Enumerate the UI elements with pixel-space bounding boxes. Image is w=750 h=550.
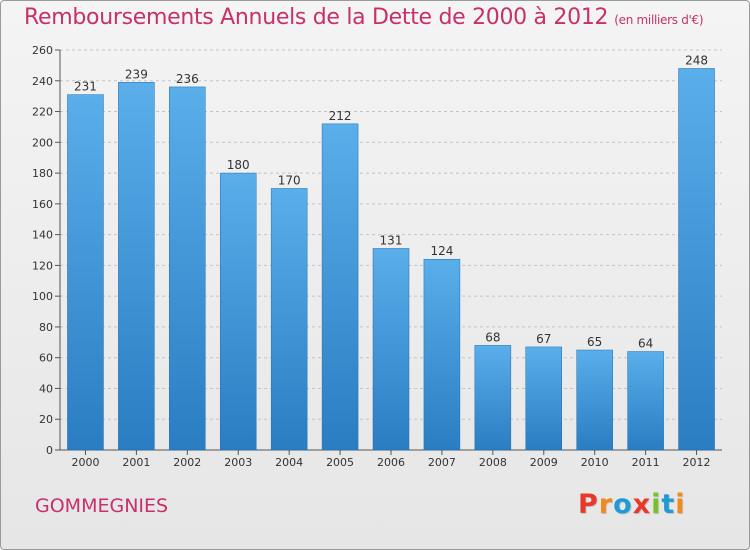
bar: [321, 123, 359, 451]
bar: [525, 346, 563, 451]
data-label: 170: [278, 173, 301, 187]
proxiti-logo: Proxiti: [578, 489, 686, 520]
y-tick-label: 20: [39, 413, 53, 426]
bar: [576, 349, 613, 451]
bar: [372, 248, 410, 451]
bar: [67, 94, 104, 451]
x-tick-label: 2011: [632, 456, 660, 469]
logo-letter: x: [632, 489, 652, 520]
data-label: 68: [485, 330, 500, 344]
x-tick-label: 2000: [71, 456, 99, 469]
y-tick-label: 160: [32, 198, 53, 211]
y-tick-label: 200: [32, 136, 53, 149]
bar: [678, 68, 715, 451]
logo-letter: r: [598, 489, 614, 520]
chart-subtitle: (en milliers d'€): [614, 13, 704, 27]
data-label: 124: [430, 244, 453, 258]
data-label: 64: [638, 337, 653, 351]
x-tick-label: 2010: [581, 456, 609, 469]
logo-letter: i: [651, 489, 662, 520]
data-label: 231: [74, 80, 97, 94]
logo-letter: P: [578, 489, 599, 520]
logo-letter: o: [613, 489, 633, 520]
data-label: 180: [227, 158, 250, 172]
x-tick-label: 2007: [428, 456, 456, 469]
bar: [118, 82, 155, 451]
bar: [270, 188, 308, 451]
x-tick-label: 2006: [377, 456, 405, 469]
bar: [169, 86, 206, 451]
y-tick-label: 40: [39, 382, 53, 395]
logo-letter: t: [661, 489, 676, 520]
y-tick-label: 220: [32, 106, 53, 119]
x-tick-label: 2012: [683, 456, 711, 469]
bar: [423, 258, 461, 451]
x-tick-label: 2003: [224, 456, 252, 469]
chart-title: Remboursements Annuels de la Dette de 20…: [24, 5, 704, 30]
bar: [474, 345, 512, 451]
y-tick-label: 0: [46, 444, 53, 457]
data-label: 236: [176, 72, 199, 86]
x-tick-label: 2008: [479, 456, 507, 469]
bar: [627, 351, 664, 451]
x-tick-label: 2001: [122, 456, 150, 469]
data-label: 248: [685, 53, 708, 67]
x-tick-label: 2005: [326, 456, 354, 469]
data-label: 67: [536, 332, 551, 346]
data-label: 212: [329, 109, 352, 123]
commune-name: GOMMEGNIES: [35, 495, 169, 517]
data-label: 131: [380, 233, 403, 247]
x-tick-label: 2004: [275, 456, 303, 469]
y-tick-label: 240: [32, 75, 53, 88]
chart-title-text: Remboursements Annuels de la Dette de 20…: [24, 5, 609, 30]
y-tick-label: 120: [32, 259, 53, 272]
y-tick-label: 140: [32, 229, 53, 242]
y-tick-label: 60: [39, 352, 53, 365]
y-tick-label: 100: [32, 290, 53, 303]
data-label: 65: [587, 335, 602, 349]
bar: [219, 172, 257, 451]
logo-letter: i: [675, 489, 686, 520]
x-tick-label: 2009: [530, 456, 558, 469]
y-tick-label: 180: [32, 167, 53, 180]
y-tick-label: 80: [39, 321, 53, 334]
x-tick-label: 2002: [173, 456, 201, 469]
data-label: 239: [125, 67, 148, 81]
y-tick-label: 260: [32, 44, 53, 57]
